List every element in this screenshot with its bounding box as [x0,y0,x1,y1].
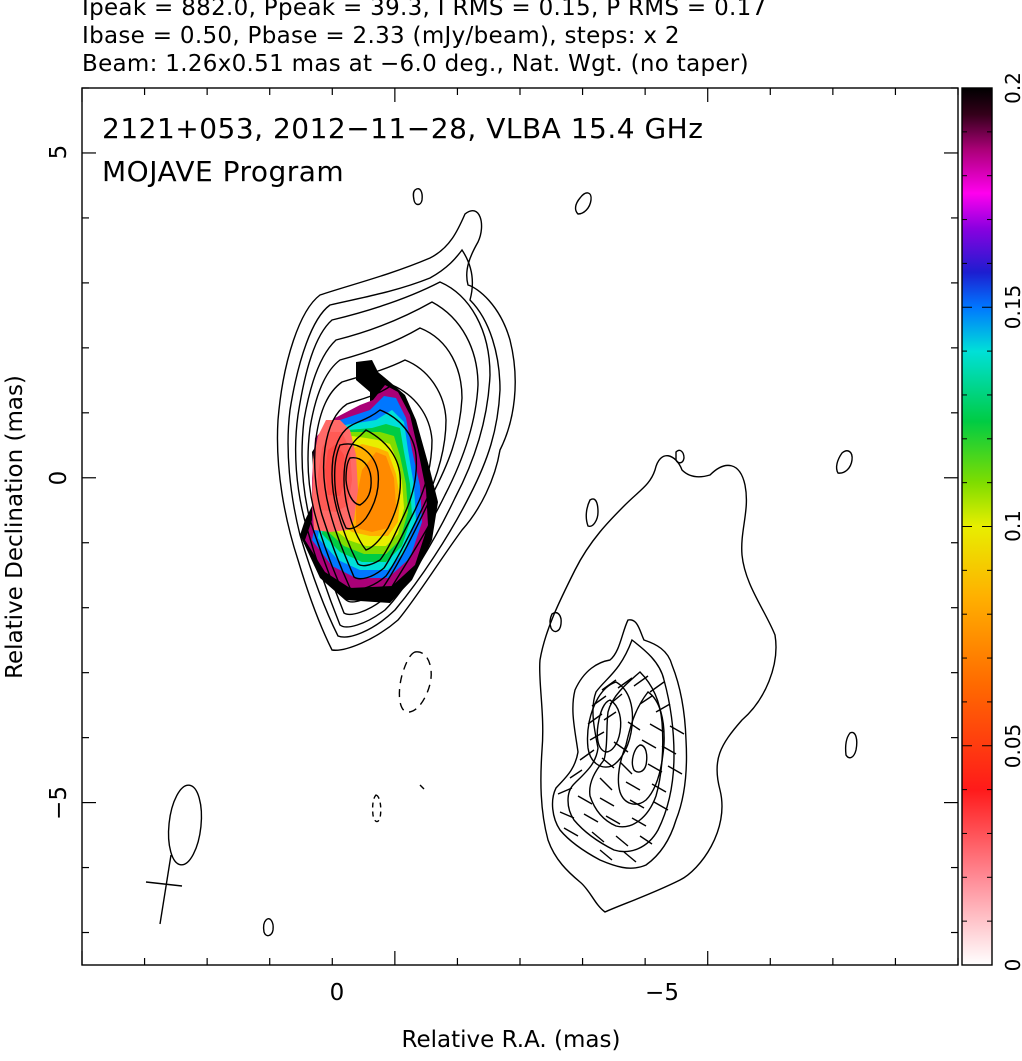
y-tick-label-0: 0 [46,471,72,486]
colorbar-ticks [962,87,992,966]
plot-title-program: MOJAVE Program [102,155,345,188]
x-tick-label-0: 0 [330,980,345,1006]
colorbar-label-005: 0.05 [1001,724,1022,769]
header-line-2: Ibase = 0.50, Pbase = 2.33 (mJy/beam), s… [82,23,680,49]
intensity-contours [262,188,858,937]
colorbar-label-01: 0.1 [1001,510,1022,542]
colorbar-label-02: 0.2 [1001,72,1022,104]
colorbar-label-015: 0.15 [1001,285,1022,330]
y-axis-label: Relative Declination (mas) [2,375,28,679]
plot-frame [81,87,959,966]
colorbar-label-0: 0 [1001,959,1022,972]
y-tick-label-5: 5 [46,145,72,160]
header-line-1: Ipeak = 882.0, Ppeak = 39.3, I RMS = 0.1… [82,0,767,21]
x-tick-label-neg5: −5 [645,980,679,1006]
core-polarization-pixels [300,360,438,603]
y-tick-label-neg5: −5 [46,786,72,820]
axis-ticks [81,87,959,965]
header-line-3: Beam: 1.26x0.51 mas at −6.0 deg., Nat. W… [82,51,749,77]
evpa-ticks [557,675,685,863]
plot-title-source: 2121+053, 2012−11−28, VLBA 15.4 GHz [102,112,704,145]
restoring-beam [145,784,203,925]
x-axis-label: Relative R.A. (mas) [401,1027,621,1053]
